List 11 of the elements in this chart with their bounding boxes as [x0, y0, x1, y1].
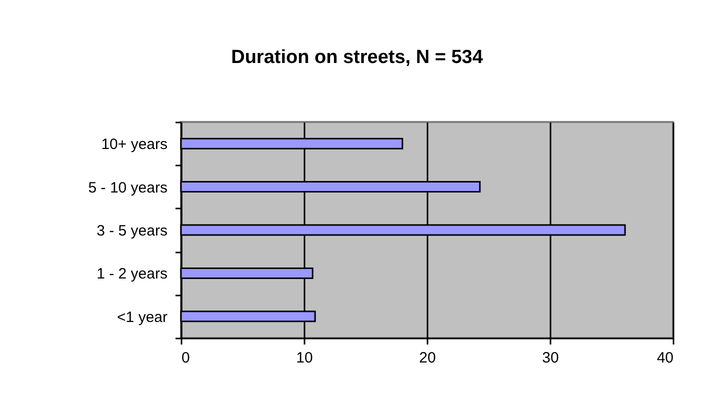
x-tick-label: 30 — [542, 350, 559, 366]
x-tick-label: 40 — [656, 350, 674, 366]
x-tick-label: 20 — [419, 350, 436, 366]
y-tick-label: 3 - 5 years — [96, 222, 168, 240]
y-tick-label: <1 year — [117, 308, 168, 326]
y-tick-label: 1 - 2 years — [96, 266, 168, 283]
y-tick-label: 10+ years — [101, 136, 168, 154]
x-tick-label: 0 — [182, 350, 190, 366]
x-tick-label: 10 — [296, 350, 313, 366]
y-tick-label: 5 - 10 years — [88, 179, 168, 196]
chart-title: Duration on streets, N = 534 — [231, 47, 484, 68]
